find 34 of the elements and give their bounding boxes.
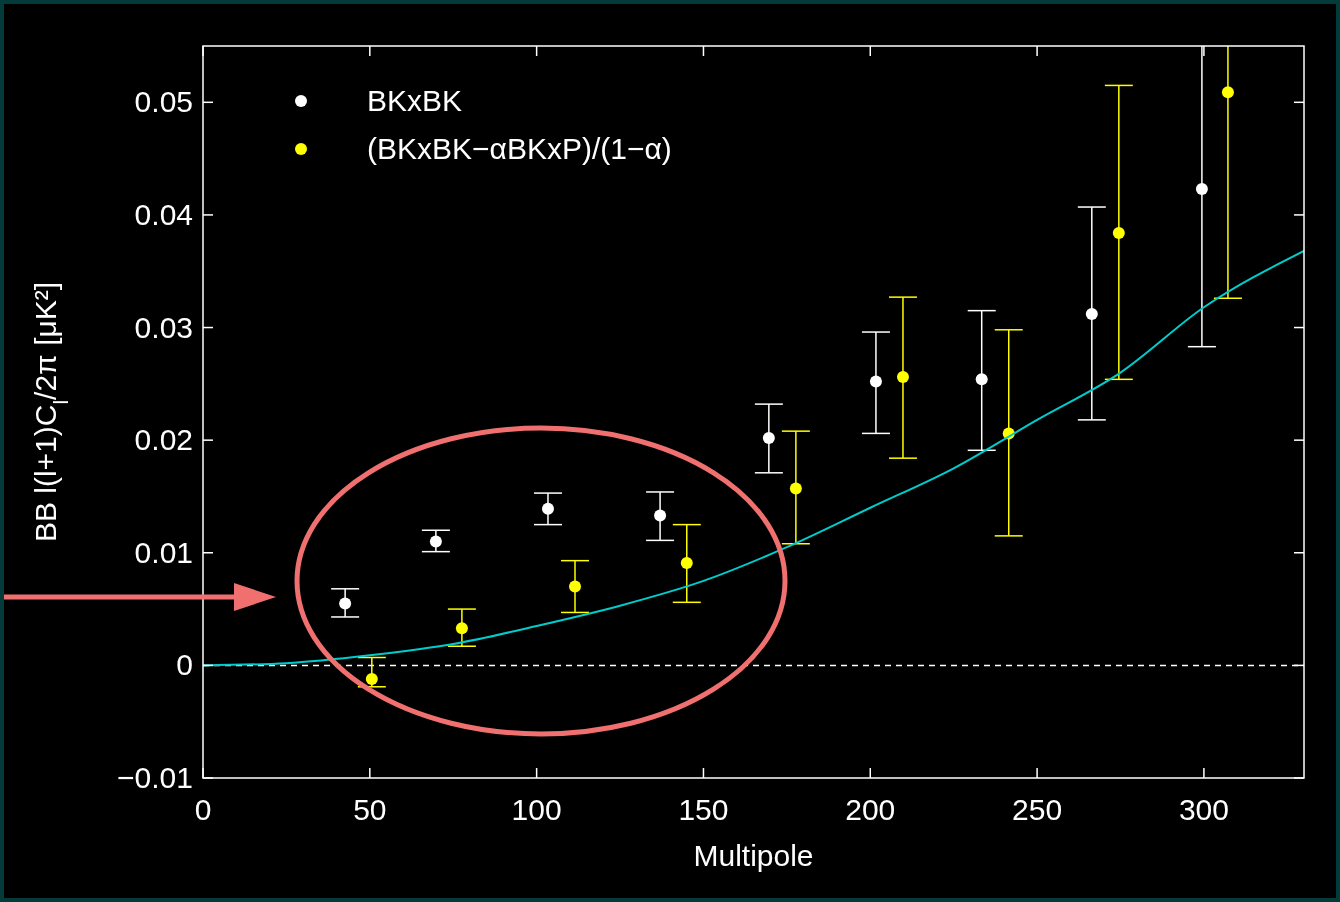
point <box>896 371 909 384</box>
point <box>569 580 582 593</box>
point <box>762 431 775 444</box>
x-tick-label: 50 <box>353 793 387 826</box>
x-tick-label: 250 <box>1012 793 1063 826</box>
point <box>789 482 802 495</box>
point <box>1195 183 1208 196</box>
y-tick-label: 0.02 <box>134 423 193 457</box>
legend-label: (BKxBK−αBKxP)/(1−α) <box>367 132 672 165</box>
point <box>429 535 442 548</box>
y-tick-label: 0.04 <box>134 197 193 231</box>
point <box>541 502 554 515</box>
point <box>1085 308 1098 321</box>
x-axis-title: Multipole <box>693 839 814 872</box>
y-tick-label: 0 <box>176 648 193 682</box>
x-tick-label: 200 <box>845 793 896 826</box>
point <box>869 375 882 388</box>
point <box>1221 86 1234 99</box>
y-tick-label: −0.01 <box>117 761 193 794</box>
legend-label: BKxBK <box>367 84 463 117</box>
point <box>365 672 378 685</box>
point <box>680 556 693 569</box>
x-tick-label: 100 <box>511 793 562 826</box>
x-tick-label: 150 <box>678 793 729 826</box>
line-series <box>203 249 1304 667</box>
point <box>455 622 468 635</box>
y-tick-label: 0.01 <box>134 535 193 569</box>
point <box>975 373 988 386</box>
y-tick-label: 0.03 <box>134 310 193 344</box>
point <box>654 509 667 522</box>
point <box>339 597 352 610</box>
y-tick-label: 0.05 <box>134 85 193 119</box>
x-tick-label: 300 <box>1178 793 1229 826</box>
point <box>1112 226 1125 239</box>
